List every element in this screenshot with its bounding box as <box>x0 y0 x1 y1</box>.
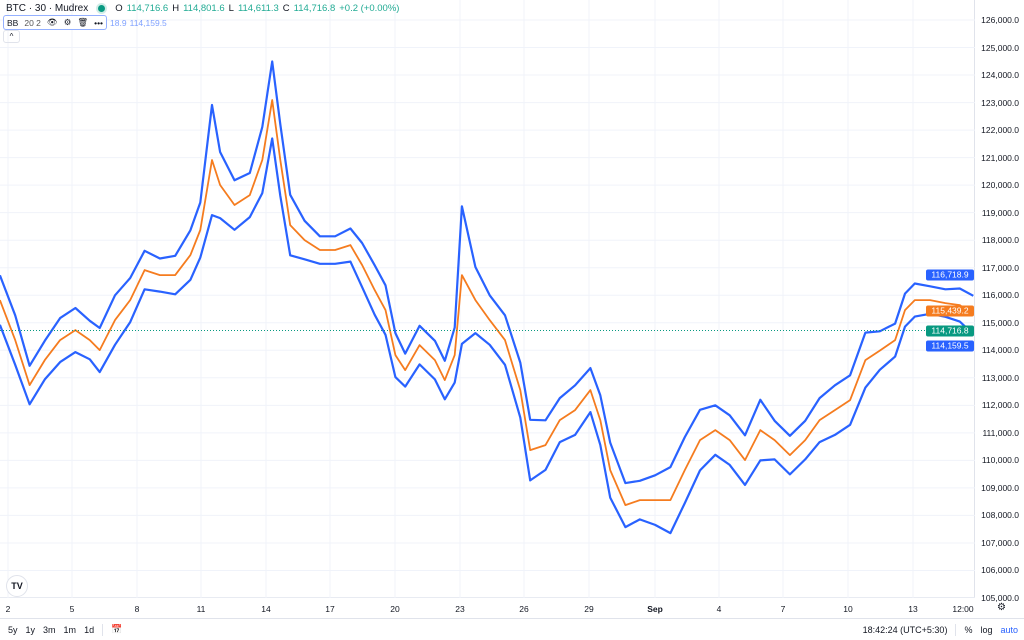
range-5y[interactable]: 5y <box>8 624 18 635</box>
auto-toggle[interactable]: auto <box>1000 624 1018 635</box>
low-label: L <box>228 3 234 14</box>
time-tick: 23 <box>455 604 465 614</box>
trash-icon[interactable]: 🗑 <box>77 17 89 27</box>
high-value: 114,801.6 <box>183 3 225 14</box>
price-label: 116,718.9 <box>926 269 974 281</box>
time-tick: 2 <box>5 604 11 614</box>
log-toggle[interactable]: log <box>980 624 993 635</box>
price-label: 114,159.5 <box>926 340 974 352</box>
price-tick: 108,000.0 <box>981 510 1019 521</box>
indicator-lower-value: 114,159.5 <box>129 17 167 28</box>
time-tick: Sep <box>647 604 663 614</box>
price-tick: 109,000.0 <box>981 482 1019 493</box>
indicator-params: 20 2 <box>24 17 41 28</box>
price-tick: 112,000.0 <box>981 400 1019 411</box>
market-status-icon <box>98 5 106 12</box>
eye-icon[interactable]: 👁 <box>46 17 58 27</box>
price-axis[interactable]: 126,000.0 125,000.0 124,000.0 123,000.0 122,… <box>975 0 1024 603</box>
indicator-legend: BB 20 2 👁 ⚙ 🗑 ••• 18.9 114,159.5 <box>3 15 167 30</box>
more-icon[interactable]: ••• <box>94 17 104 28</box>
range-1m[interactable]: 1m <box>63 624 77 635</box>
price-label: 114,716.8 <box>926 325 974 337</box>
indicator-upper-value: 18.9 <box>110 17 127 28</box>
price-tick: 123,000.0 <box>981 97 1019 108</box>
settings-icon[interactable]: ⚙ <box>63 17 72 27</box>
price-tick: 119,000.0 <box>981 207 1019 218</box>
bb-basis-line <box>0 99 974 507</box>
range-3m[interactable]: 3m <box>43 624 56 635</box>
bb-lower-band <box>0 137 975 535</box>
time-tick: 17 <box>325 604 335 614</box>
indicator-controls[interactable]: BB 20 2 👁 ⚙ 🗑 ••• <box>3 15 108 30</box>
range-1d[interactable]: 1d <box>84 624 95 635</box>
time-tick: 11 <box>196 604 206 614</box>
price-chart[interactable] <box>0 0 975 598</box>
high-label: H <box>172 3 180 14</box>
time-tick: 13 <box>908 604 918 614</box>
time-tick: 5 <box>69 604 75 614</box>
close-value: 114,716.8 <box>293 3 336 14</box>
price-tick: 121,000.0 <box>981 152 1019 163</box>
bb-upper-band <box>0 60 974 485</box>
time-tick: 12:00 <box>952 604 974 614</box>
price-tick: 117,000.0 <box>981 262 1019 273</box>
divider <box>102 623 104 636</box>
close-label: C <box>282 3 290 14</box>
price-tick: 126,000.0 <box>981 15 1019 25</box>
price-label: 115,439.2 <box>926 305 974 317</box>
time-tick: 7 <box>780 604 786 614</box>
price-tick: 113,000.0 <box>981 372 1019 383</box>
indicator-name[interactable]: BB <box>7 17 19 28</box>
calendar-goto-icon[interactable]: 📅 <box>111 624 123 634</box>
axis-settings-icon[interactable]: ⚙ <box>997 602 1006 613</box>
tradingview-logo[interactable]: TV <box>6 575 28 597</box>
price-tick: 110,000.0 <box>981 455 1019 466</box>
price-tick: 111,000.0 <box>982 427 1019 438</box>
price-tick: 116,000.0 <box>981 290 1019 301</box>
time-tick: 8 <box>134 604 140 614</box>
bottom-toolbar: 5y 1y 3m 1m 1d 📅 18:42:24 (UTC+5:30) % l… <box>0 618 1024 640</box>
open-label: O <box>115 3 123 14</box>
price-tick: 118,000.0 <box>981 235 1019 246</box>
time-tick: 4 <box>716 604 722 614</box>
price-tick: 106,000.0 <box>981 565 1019 576</box>
price-tick: 115,000.0 <box>981 317 1019 328</box>
chart-pane[interactable] <box>0 0 975 598</box>
symbol-legend: BTC · 30 · Mudrex O 114,716.6 H 114,801.6 … <box>6 3 399 14</box>
price-tick: 125,000.0 <box>981 42 1019 53</box>
low-value: 114,611.3 <box>237 3 279 14</box>
time-tick: 14 <box>261 604 271 614</box>
price-labels: 116,718.9 115,439.2 114,716.8 114,159.5 <box>926 0 974 598</box>
percent-toggle[interactable]: % <box>964 624 973 635</box>
time-tick: 26 <box>519 604 529 614</box>
price-tick: 122,000.0 <box>981 125 1019 136</box>
change-value: +0.2 (+0.00%) <box>339 3 400 14</box>
range-1y[interactable]: 1y <box>25 624 36 635</box>
divider <box>955 623 957 636</box>
time-tick: 29 <box>584 604 594 614</box>
symbol-title[interactable]: BTC · 30 · Mudrex <box>6 3 89 14</box>
price-tick: 120,000.0 <box>981 180 1019 191</box>
price-tick: 107,000.0 <box>981 537 1019 548</box>
time-tick: 10 <box>843 604 853 614</box>
time-tick: 20 <box>390 604 400 614</box>
price-tick: 124,000.0 <box>981 70 1019 81</box>
price-tick: 105,000.0 <box>981 593 1019 603</box>
time-axis[interactable]: 2 5 8 11 14 17 20 23 26 29 Sep 4 7 10 13 12:00 <box>0 598 975 618</box>
price-tick: 114,000.0 <box>981 345 1019 356</box>
chevron-up-icon[interactable]: ^ <box>3 30 20 43</box>
open-value: 114,716.6 <box>126 3 169 14</box>
clock-time[interactable]: 18:42:24 (UTC+5:30) <box>862 624 948 635</box>
